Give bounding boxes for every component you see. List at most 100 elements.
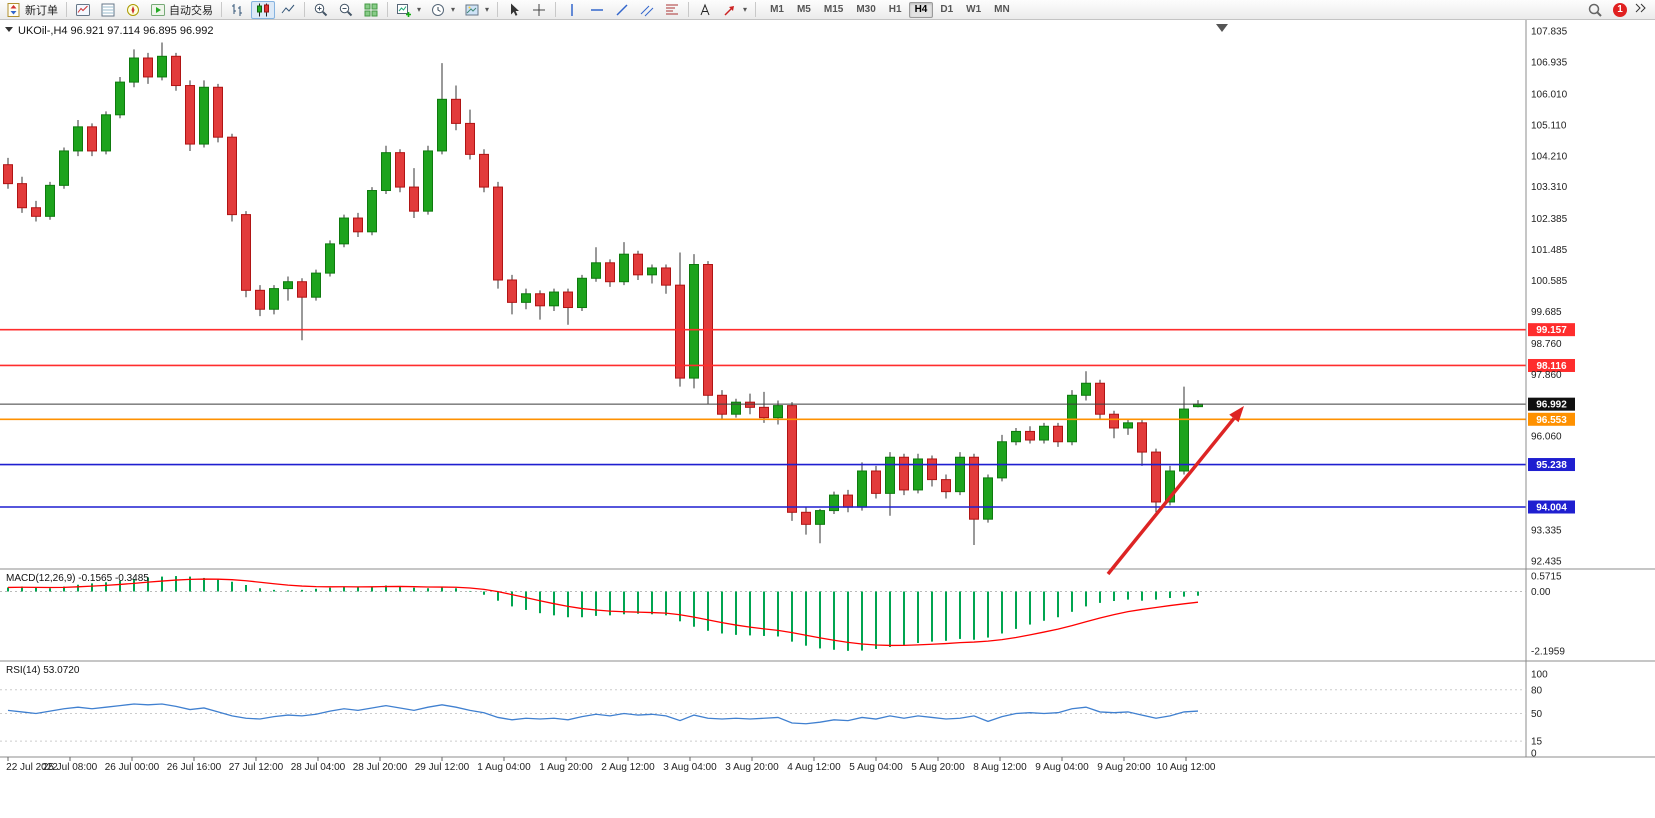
clock-icon (430, 2, 446, 18)
arrow-annotation-head[interactable] (1229, 406, 1244, 423)
market-watch-icon (75, 2, 91, 18)
arrow-annotation[interactable] (1106, 417, 1236, 576)
auto-trading-button[interactable]: 自动交易 (146, 1, 217, 19)
rsi-axis-label: 0 (1531, 749, 1537, 760)
candle (1067, 390, 1077, 446)
candle (241, 211, 251, 298)
timeframe-button-mn[interactable]: MN (988, 2, 1016, 18)
candle (185, 80, 195, 151)
line-chart-button[interactable] (276, 1, 300, 19)
rsi-line (7, 703, 1199, 725)
candle (563, 288, 573, 325)
timeframe-button-w1[interactable]: W1 (960, 2, 987, 18)
candle (689, 254, 699, 389)
new-order-button[interactable]: 新订单 (2, 1, 62, 19)
zoom-in-button[interactable] (309, 1, 333, 19)
timeframe-button-m30[interactable]: M30 (850, 2, 881, 18)
candles-layer (3, 42, 1203, 545)
picture-icon (464, 2, 480, 18)
y-axis-tick-label: 102.385 (1531, 214, 1568, 225)
timeframe-button-m15[interactable]: M15 (818, 2, 849, 18)
candle (955, 452, 965, 496)
arrows-tool-button[interactable] (718, 1, 751, 19)
fibonacci-button[interactable] (660, 1, 684, 19)
candle (605, 259, 615, 287)
channel-button[interactable] (635, 1, 659, 19)
candle (381, 145, 391, 194)
candle (521, 288, 531, 310)
symbol-quote-label: UKOil-,H4 96.921 97.114 96.895 96.992 (18, 25, 214, 37)
horizontal-line-button[interactable] (585, 1, 609, 19)
x-axis-label: 29 Jul 12:00 (415, 762, 470, 773)
x-axis-label: 3 Aug 20:00 (725, 762, 779, 773)
candle (871, 465, 881, 499)
vertical-line-icon (564, 2, 580, 18)
candlestick-chart-button[interactable] (251, 0, 275, 19)
candle (171, 52, 181, 91)
chart-shift-marker[interactable] (1216, 24, 1228, 32)
vertical-line-button[interactable] (560, 1, 584, 19)
rsi-axis-label: 100 (1531, 670, 1548, 681)
candle (759, 391, 769, 423)
x-axis-label: 28 Jul 04:00 (291, 762, 346, 773)
candle (227, 133, 237, 222)
tile-windows-button[interactable] (359, 1, 383, 19)
price-label-box (1528, 458, 1575, 472)
chart-canvas[interactable]: 99.157 98.116 96.992 96.553 95.238 94.004 107.… (0, 20, 1655, 818)
candle (815, 508, 825, 544)
price-label-box (1528, 323, 1575, 337)
toolbar-separator (304, 2, 305, 17)
price-label-box (1528, 397, 1575, 411)
screenshot-button[interactable] (460, 1, 493, 19)
fibonacci-icon (664, 2, 680, 18)
zoom-out-button[interactable] (334, 1, 358, 19)
candle (1011, 427, 1021, 446)
navigator-button[interactable] (121, 1, 145, 19)
y-axis-tick-label: 99.685 (1531, 307, 1562, 318)
candle (1123, 419, 1133, 435)
rsi-indicator-label: RSI(14) 53.0720 (6, 665, 80, 676)
data-window-button[interactable] (96, 1, 120, 19)
candle (1109, 410, 1119, 439)
timeframe-button-h1[interactable]: H1 (883, 2, 908, 18)
x-axis-label: 27 Jul 12:00 (229, 762, 284, 773)
rsi-axis-label: 80 (1531, 685, 1543, 696)
candle (87, 123, 97, 157)
toolbar-separator (387, 2, 388, 17)
one-click-trading-toggle[interactable] (5, 27, 13, 32)
timeframe-button-h4[interactable]: H4 (908, 1, 934, 18)
candle (1137, 419, 1147, 466)
search-button[interactable] (1583, 1, 1607, 19)
cursor-button[interactable] (502, 1, 526, 19)
y-axis-tick-label: 98.760 (1531, 339, 1562, 350)
overflow-chevrons-icon[interactable] (1633, 0, 1649, 19)
toolbar-separator (66, 2, 67, 17)
price-label-box (1528, 358, 1575, 372)
price-label: 96.553 (1536, 415, 1567, 426)
bar-chart-button[interactable] (226, 1, 250, 19)
new-chart-button[interactable] (392, 1, 425, 19)
x-axis-label: 9 Aug 04:00 (1035, 762, 1089, 773)
y-axis-tick-label: 105.110 (1531, 120, 1567, 131)
market-watch-button[interactable] (71, 1, 95, 19)
price-label-box (1528, 500, 1575, 514)
candle (493, 181, 503, 289)
trendline-button[interactable] (610, 1, 634, 19)
text-tool-icon (697, 2, 713, 18)
new-chart-icon (396, 2, 412, 18)
candle (899, 453, 909, 496)
candle (1025, 426, 1035, 444)
y-axis-tick-label: 92.435 (1531, 557, 1562, 568)
crosshair-button[interactable] (527, 1, 551, 19)
profiles-button[interactable] (426, 1, 459, 19)
timeframe-button-m5[interactable]: M5 (791, 2, 817, 18)
timeframe-button-m1[interactable]: M1 (764, 2, 790, 18)
candle (1179, 386, 1189, 475)
notification-badge[interactable]: 1 (1613, 2, 1627, 17)
timeframe-button-d1[interactable]: D1 (934, 2, 959, 18)
x-axis-label: 26 Jul 00:00 (105, 762, 160, 773)
macd-axis-label: -2.1959 (1531, 647, 1565, 658)
candle (703, 261, 713, 404)
text-tool-button[interactable] (693, 1, 717, 19)
